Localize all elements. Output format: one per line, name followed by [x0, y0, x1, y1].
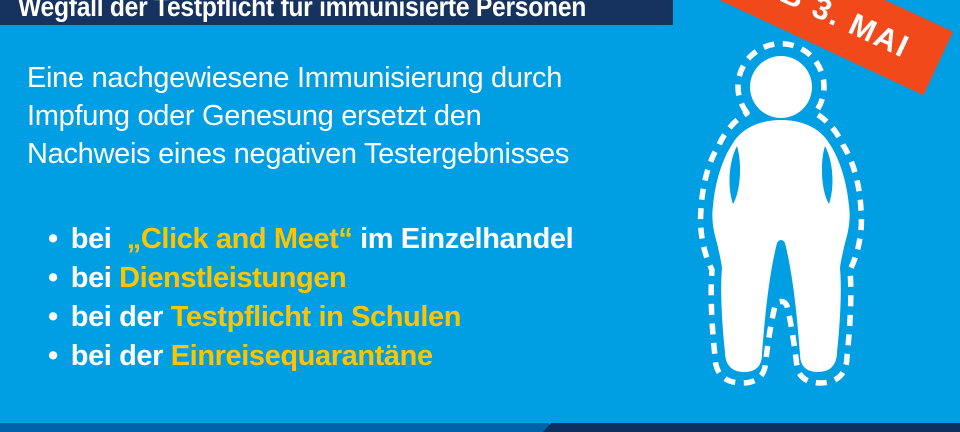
- person-dashed-outline-icon: [697, 40, 865, 386]
- intro-line-2: Impfung oder Genesung ersetzt den: [27, 100, 482, 132]
- bullet-highlight: Einreisequarantäne: [170, 340, 433, 372]
- footer-stripe-left: [0, 423, 549, 432]
- header-bar: Wegfall der Testpflicht für immunisierte…: [0, 0, 673, 25]
- bullet-dot-icon: •: [48, 301, 58, 333]
- bullet-item-einreisequarantaene: • bei der Einreisequarantäne: [48, 337, 573, 376]
- bullet-dot-icon: •: [48, 262, 58, 294]
- bullet-prefix: bei: [70, 262, 120, 294]
- footer-stripe-right: [543, 423, 960, 432]
- bullet-dot-icon: •: [48, 340, 58, 372]
- bullet-prefix: bei der: [70, 301, 171, 333]
- header-title: Wegfall der Testpflicht für immunisierte…: [18, 0, 587, 22]
- intro-text: Eine nachgewiesene Immunisierung durch I…: [27, 59, 569, 173]
- bullet-dot-icon: •: [48, 223, 58, 255]
- bullet-list: • bei „Click and Meet“ im Einzelhandel • b…: [48, 220, 574, 376]
- bullet-item-click-and-meet: • bei „Click and Meet“ im Einzelhandel: [48, 220, 574, 259]
- bullet-highlight: „Click and Meet“: [126, 223, 353, 255]
- bullet-highlight: Dienstleistungen: [119, 262, 347, 294]
- intro-line-1: Eine nachgewiesene Immunisierung durch: [27, 62, 563, 94]
- bullet-suffix: im Einzelhandel: [352, 223, 574, 255]
- bullet-item-testpflicht-schulen: • bei der Testpflicht in Schulen: [48, 298, 573, 337]
- bullet-highlight: Testpflicht in Schulen: [170, 301, 462, 333]
- bullet-prefix: bei: [70, 223, 127, 255]
- intro-line-3: Nachweis eines negativen Testergebnisses: [27, 138, 570, 170]
- bullet-item-dienstleistungen: • bei Dienstleistungen: [48, 259, 573, 298]
- bullet-prefix: bei der: [70, 340, 171, 372]
